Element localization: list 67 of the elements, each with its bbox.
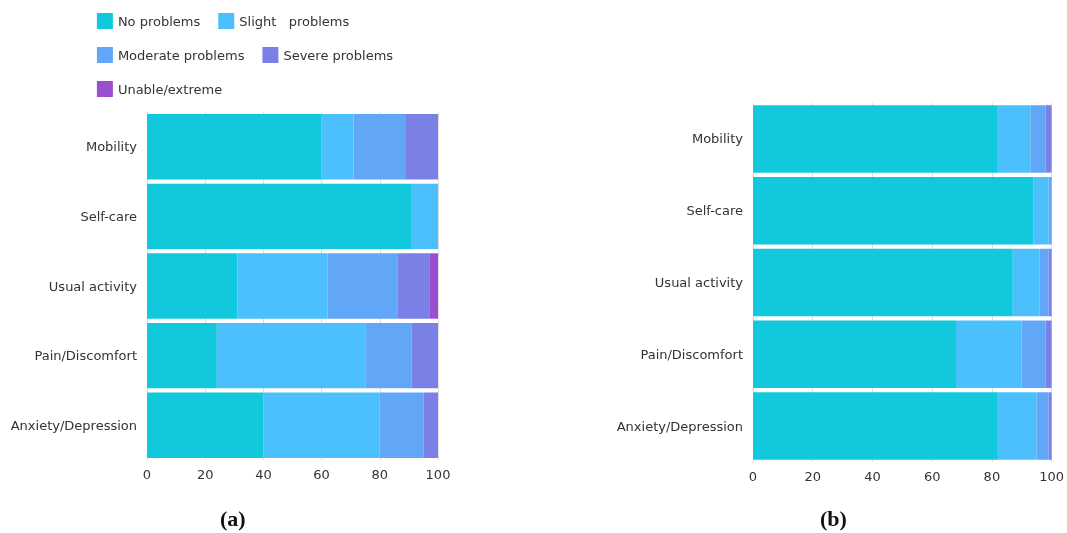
bar (753, 248, 1013, 317)
y-tick-label: Pain/Discomfort (640, 346, 743, 362)
x-tick-label: 100 (425, 467, 451, 482)
x-tick-label: 60 (313, 467, 330, 482)
y-tick-label: Self-care (80, 208, 137, 224)
bar (1045, 320, 1052, 389)
y-tick-label: Anxiety/Depression (10, 417, 137, 433)
bar (147, 114, 322, 180)
legend-label: Unable/extreme (117, 81, 223, 97)
bar (753, 176, 1034, 245)
x-tick-label: 40 (864, 469, 881, 484)
bar (321, 114, 354, 180)
x-tick-label: 20 (196, 467, 214, 482)
x-tick-label: 60 (923, 469, 941, 484)
bar (147, 322, 217, 389)
y-tick-label: Anxiety/Depression (616, 418, 743, 434)
bar (1045, 105, 1052, 173)
legend-label: No problems (117, 13, 201, 29)
bar (956, 320, 1022, 389)
bar (1048, 248, 1052, 317)
bar (379, 392, 424, 458)
legend-label: Moderate problems (117, 47, 245, 63)
y-tick-label: Usual activity (654, 275, 744, 290)
legend-label: Severe problems (283, 47, 394, 63)
bar (397, 253, 430, 319)
x-tick-label: 40 (255, 467, 272, 482)
text: (b) (820, 505, 847, 531)
bar (753, 320, 957, 389)
bar (1039, 248, 1049, 317)
y-tick-label: Self-care (686, 203, 743, 219)
bar (365, 322, 412, 389)
y-tick-label: Usual activity (48, 278, 138, 294)
bar (147, 392, 264, 458)
y-tick-label: Mobility (85, 139, 138, 155)
bar (216, 322, 366, 389)
bar (753, 392, 998, 460)
bar (411, 183, 438, 250)
bar (353, 114, 406, 180)
bar (263, 392, 380, 458)
x-tick-label: 20 (804, 469, 821, 484)
bar (997, 105, 1031, 173)
x-tick-label: 0 (748, 469, 758, 484)
bar (1036, 392, 1049, 460)
bar (411, 322, 438, 389)
bar (1021, 320, 1046, 389)
bar (147, 183, 412, 250)
bar (1048, 176, 1052, 245)
bar (237, 253, 328, 319)
x-tick-label: 80 (371, 467, 389, 482)
legend-label: Slight problems (239, 13, 350, 29)
x-tick-label: 80 (983, 469, 1001, 484)
bar (429, 253, 438, 319)
text: (a) (220, 505, 246, 531)
bar (327, 253, 398, 319)
y-tick-label: Pain/Discomfort (34, 348, 137, 364)
bar (405, 114, 438, 180)
bar (1030, 105, 1046, 173)
y-tick-label: Mobility (691, 131, 744, 147)
bar (147, 253, 238, 319)
bar (423, 392, 438, 458)
bar (1012, 248, 1040, 317)
x-tick-label: 100 (1039, 469, 1065, 484)
bar (997, 392, 1037, 460)
x-tick-label: 0 (142, 467, 152, 482)
bar (753, 105, 998, 173)
bar (1048, 392, 1052, 460)
bar (1033, 176, 1049, 245)
